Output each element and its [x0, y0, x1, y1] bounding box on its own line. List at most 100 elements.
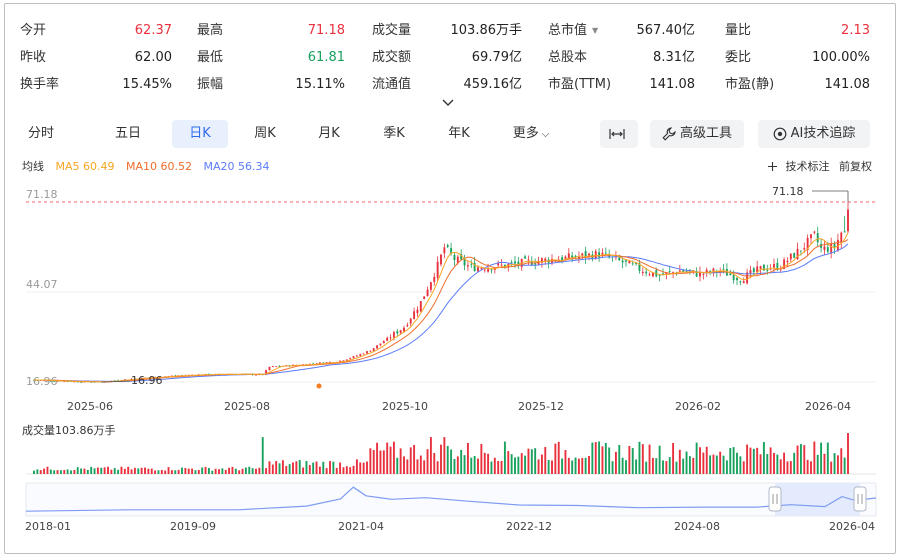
x-axis-label: 2026-02 [675, 400, 721, 413]
volume-bar [762, 442, 765, 474]
candle [799, 250, 802, 252]
candle [783, 259, 786, 269]
candle [46, 380, 49, 382]
candle [806, 237, 809, 251]
volume-bar [285, 466, 288, 474]
candle [534, 263, 537, 265]
ma-legend: 均线 MA5 60.49 MA10 60.52 MA20 56.34 [22, 158, 278, 174]
event-marker-dot[interactable] [316, 383, 322, 389]
metric-5: 昨收 62.00 [20, 47, 172, 69]
metric-value: 61.81 [307, 50, 345, 65]
volume-bar [739, 456, 742, 474]
navigator-handle-right[interactable] [853, 486, 867, 512]
tech-mark-toggle[interactable]: 技术标注 [767, 160, 830, 173]
metric-label: 量比 [725, 23, 752, 38]
volume-bar [33, 470, 35, 474]
candle [90, 381, 93, 383]
volume-bar [440, 444, 442, 474]
tab-five-day[interactable]: 五日 [107, 120, 149, 148]
volume-bar [426, 449, 429, 474]
chart-tools: 技术标注 前复权 [762, 158, 872, 174]
candle [793, 253, 796, 258]
volume-bar [493, 457, 496, 474]
navigator-handle-left[interactable] [768, 486, 782, 512]
volume-bar [130, 469, 133, 474]
x-axis-label: 2026-04 [805, 400, 851, 413]
tab-intraday[interactable]: 分时 [20, 120, 62, 148]
volume-bar [564, 450, 567, 474]
volume-bar [830, 461, 833, 474]
volume-bar [76, 467, 79, 474]
advanced-tools-button[interactable]: 高级工具 [650, 120, 744, 148]
tools-icon [662, 126, 676, 141]
volume-bar [688, 456, 691, 474]
volume-bar [322, 461, 325, 474]
volume-bar [460, 449, 463, 474]
metric-3: 总市值 ▼ 567.40亿 [548, 20, 695, 42]
volume-bar [480, 443, 483, 474]
volume-bar [655, 458, 658, 474]
tab-label: 月K [318, 126, 340, 141]
candle [608, 254, 611, 258]
candle [702, 273, 705, 275]
adjust-mode-toggle[interactable]: 前复权 [839, 160, 872, 173]
tab-daily-k[interactable]: 日K [172, 120, 228, 148]
ai-tracking-button[interactable]: AI技术追踪 [758, 120, 870, 148]
candle [510, 262, 513, 263]
candle [463, 258, 466, 266]
metric-label: 总市值 [548, 23, 588, 38]
expand-metrics-icon[interactable] [441, 97, 455, 109]
navigator-x-label: 2021-04 [338, 520, 384, 533]
volume-bar [73, 469, 76, 474]
volume-bar [298, 459, 301, 474]
volume-bar [577, 458, 580, 474]
advanced-tools-label: 高级工具 [679, 126, 732, 141]
candle [453, 254, 456, 261]
volume-bar [796, 445, 799, 474]
volume-bar [406, 459, 409, 474]
tab-monthly-k[interactable]: 月K [301, 120, 357, 148]
fit-range-button[interactable] [600, 120, 638, 148]
candle [766, 269, 769, 271]
volume-bar [231, 466, 234, 474]
volume-bar [281, 460, 284, 474]
volume-bar [826, 442, 829, 474]
navigator-x-label: 2019-09 [170, 520, 216, 533]
candle [389, 337, 392, 339]
low-price-marker: 16.96 [131, 374, 163, 387]
metric-label: 今开 [20, 23, 47, 38]
candle [366, 351, 368, 354]
candle [732, 274, 735, 281]
candle [450, 248, 453, 254]
navigator-selection[interactable] [775, 483, 860, 516]
volume-bar [540, 454, 543, 474]
volume-bar [810, 461, 812, 474]
tab-quarterly-k[interactable]: 季K [366, 120, 422, 148]
tab-more[interactable]: 更多 ⌵ [498, 120, 564, 148]
candle [759, 266, 762, 269]
candle [53, 380, 56, 382]
volume-bar [409, 447, 412, 474]
candle [762, 264, 765, 271]
volume-bar [503, 441, 506, 474]
volume-bar [376, 442, 379, 474]
volume-bar [470, 457, 473, 474]
metric-label: 委比 [725, 50, 752, 65]
volume-bar [372, 449, 375, 474]
tab-label: 周K [254, 126, 276, 141]
tab-yearly-k[interactable]: 年K [431, 120, 487, 148]
volume-bar [779, 459, 782, 474]
candle [426, 289, 429, 297]
volume-bar [611, 461, 614, 474]
volume-bar [534, 448, 537, 474]
volume-bar [177, 469, 180, 474]
volume-bar [524, 455, 527, 474]
candle [746, 272, 749, 284]
caret-down-icon[interactable]: ▼ [592, 26, 599, 35]
tab-weekly-k[interactable]: 周K [237, 120, 293, 148]
volume-bar [305, 461, 308, 474]
candle [349, 358, 352, 360]
x-axis-label: 2025-12 [518, 400, 564, 413]
volume-bar [836, 455, 839, 474]
